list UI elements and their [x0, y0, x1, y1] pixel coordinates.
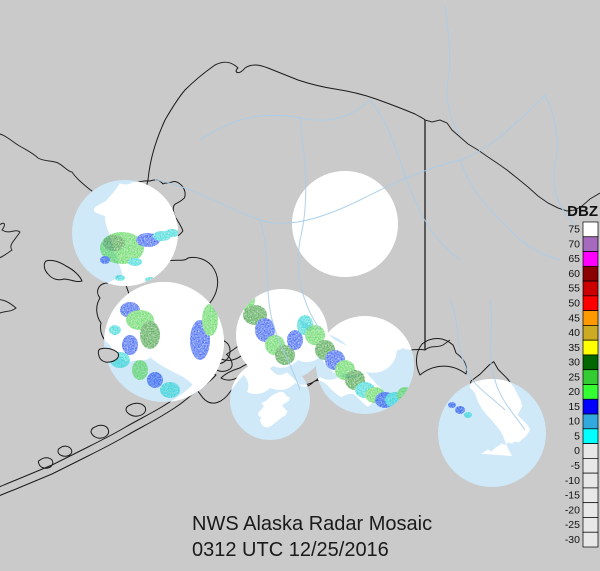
svg-text:65: 65 — [568, 253, 580, 265]
svg-text:30: 30 — [568, 357, 580, 369]
svg-text:60: 60 — [568, 268, 580, 280]
svg-text:-5: -5 — [571, 460, 580, 472]
svg-text:10: 10 — [568, 416, 580, 428]
svg-text:35: 35 — [568, 342, 580, 354]
svg-text:40: 40 — [568, 327, 580, 339]
svg-text:45: 45 — [568, 312, 580, 324]
svg-text:NWS Alaska Radar Mosaic: NWS Alaska Radar Mosaic — [192, 513, 432, 535]
svg-text:5: 5 — [574, 430, 580, 442]
svg-text:70: 70 — [568, 238, 580, 250]
svg-text:-25: -25 — [565, 519, 580, 531]
svg-text:15: 15 — [568, 401, 580, 413]
svg-text:20: 20 — [568, 386, 580, 398]
svg-text:50: 50 — [568, 298, 580, 310]
svg-text:55: 55 — [568, 283, 580, 295]
svg-text:DBZ: DBZ — [567, 203, 598, 220]
svg-text:-20: -20 — [565, 504, 580, 516]
svg-text:-10: -10 — [565, 475, 580, 487]
svg-text:0312 UTC 12/25/2016: 0312 UTC 12/25/2016 — [192, 539, 389, 561]
svg-text:25: 25 — [568, 371, 580, 383]
svg-text:-15: -15 — [565, 490, 580, 502]
svg-text:0: 0 — [574, 445, 580, 457]
svg-text:-30: -30 — [565, 534, 580, 546]
svg-text:75: 75 — [568, 224, 580, 236]
